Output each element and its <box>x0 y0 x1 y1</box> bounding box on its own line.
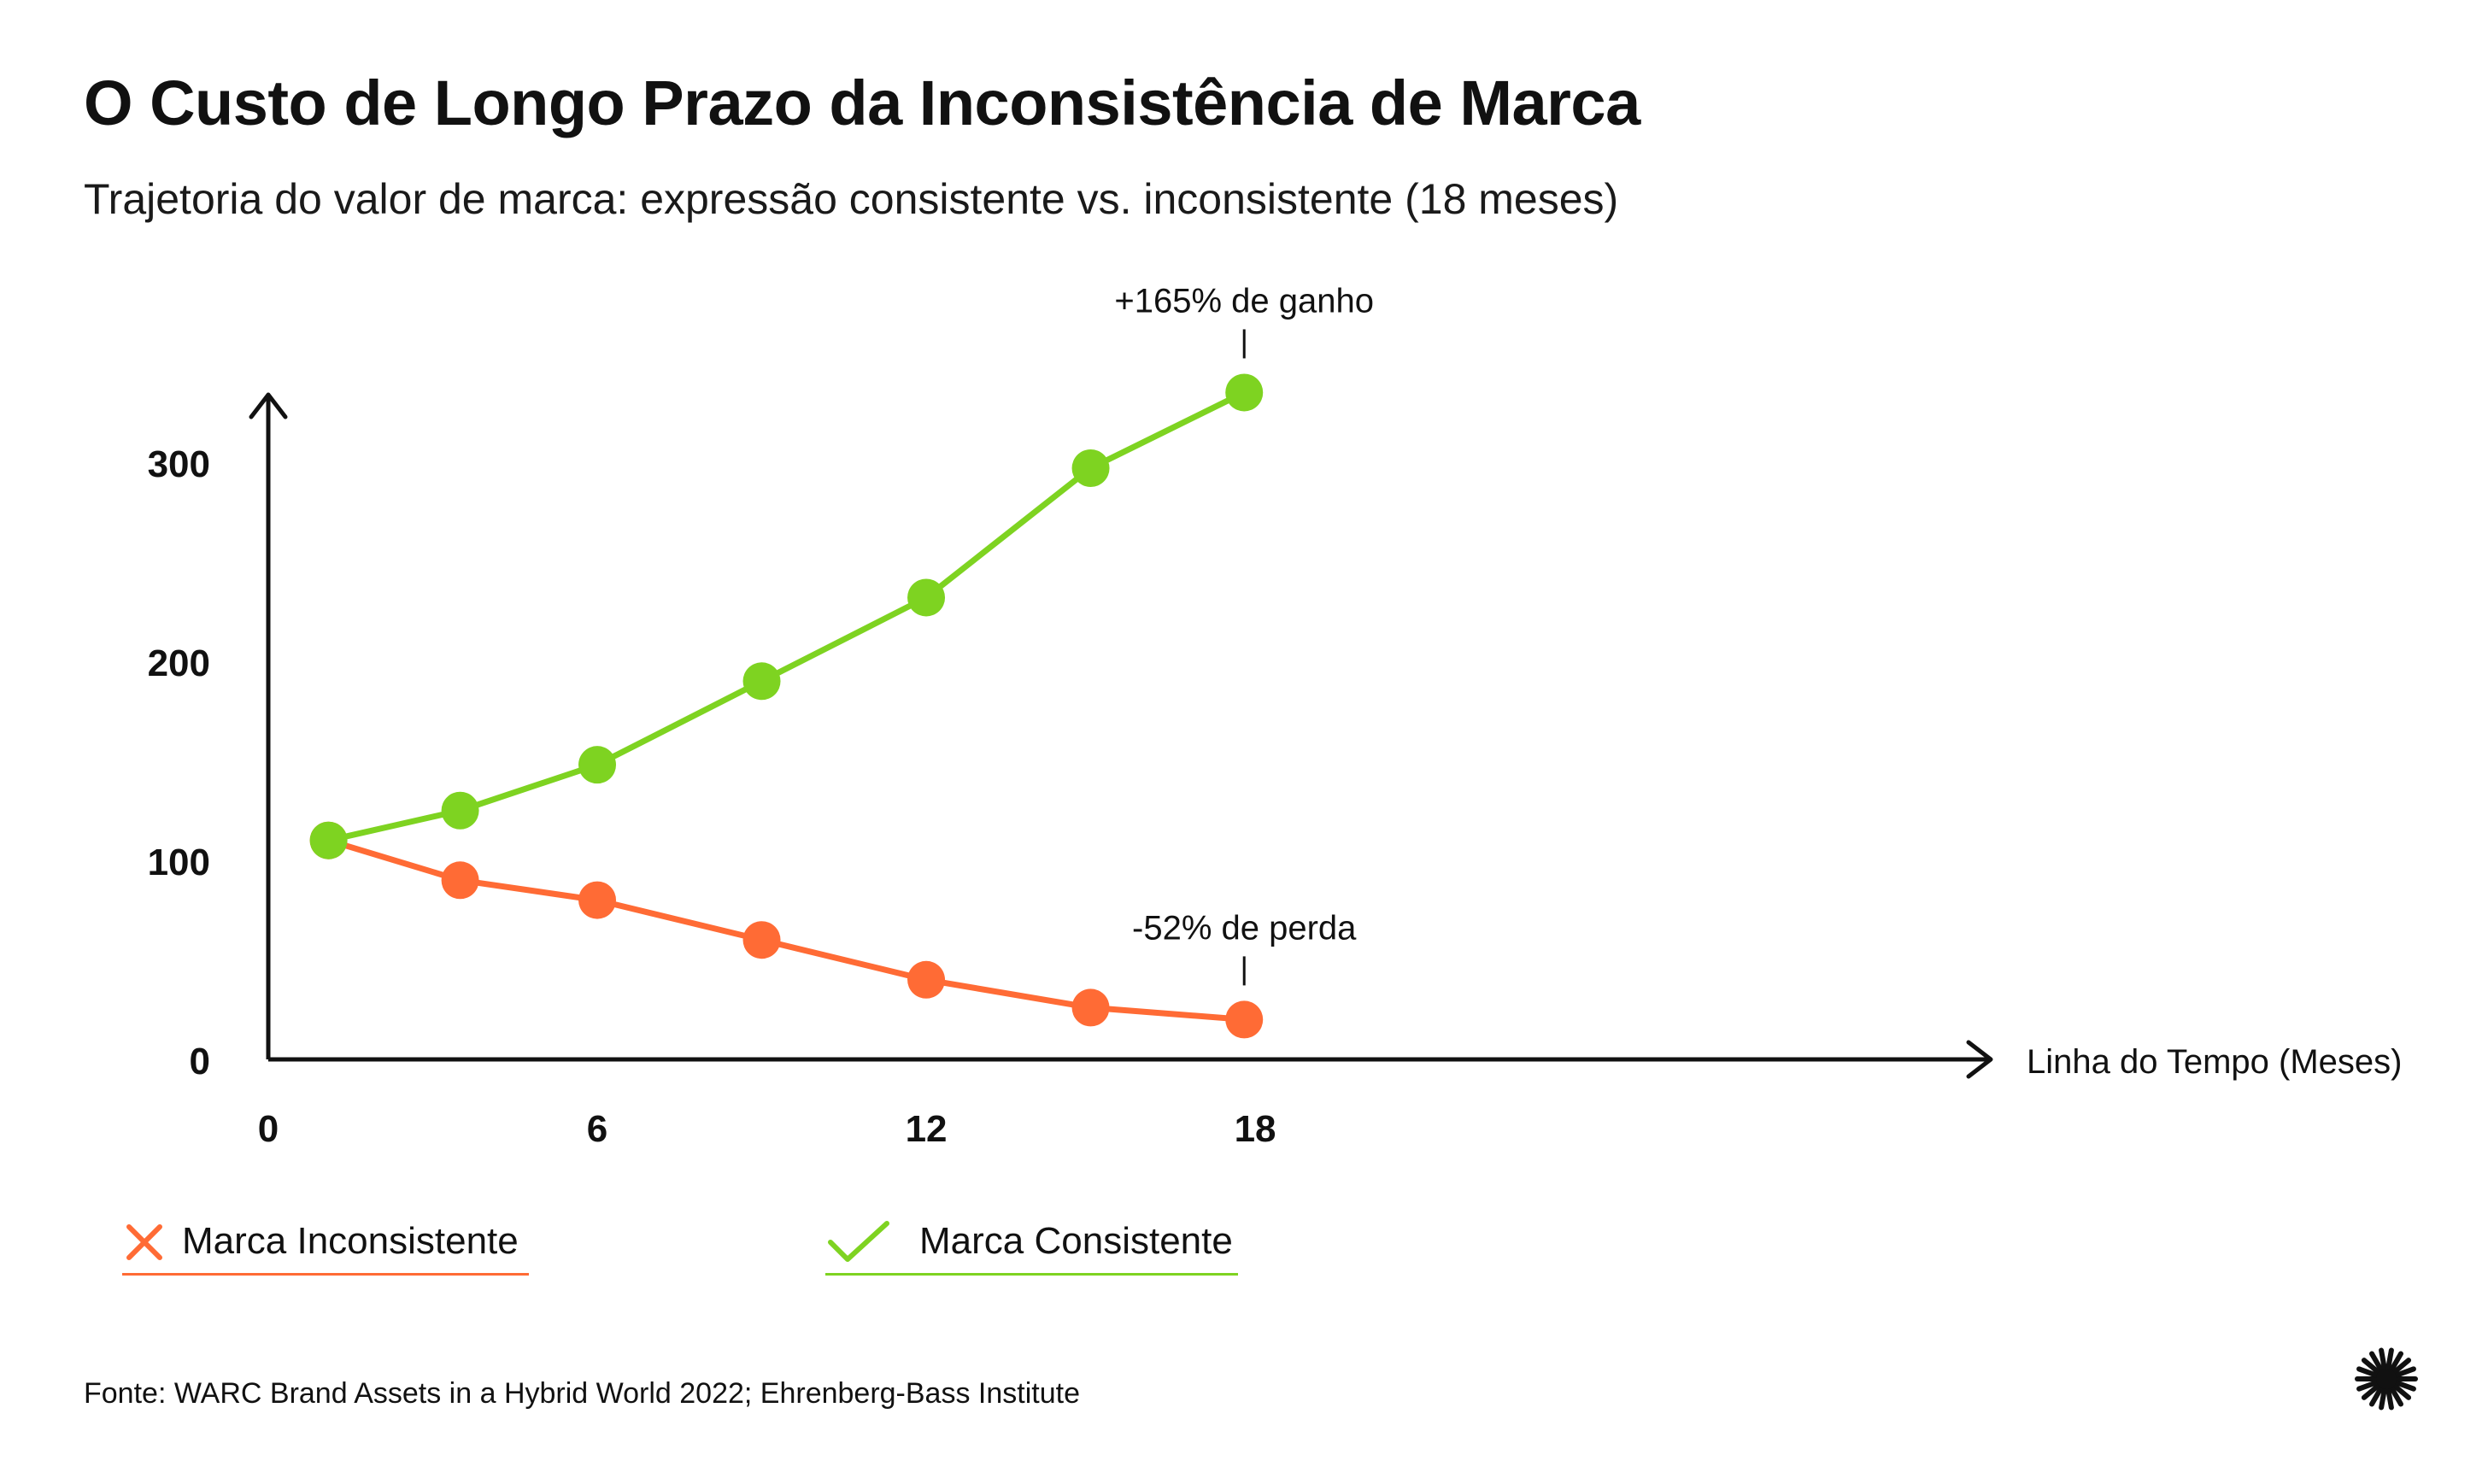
annotation-loss: -52% de perda <box>1132 909 1357 947</box>
legend-underline-consistent <box>825 1273 1238 1276</box>
data-point-consistent <box>742 662 781 701</box>
legend-label-inconsistent: Marca Inconsistente <box>182 1220 519 1262</box>
x-tick-label: 18 <box>1235 1108 1276 1150</box>
tick-labels: 0 100 200 300 0 6 12 18 <box>148 443 1276 1150</box>
data-point-inconsistent <box>441 861 479 900</box>
data-point-consistent <box>1071 449 1110 487</box>
data-point-inconsistent <box>742 921 781 959</box>
data-point-consistent <box>1225 373 1264 412</box>
annotation-gain: +165% de ganho <box>1114 282 1374 320</box>
x-tick-label: 6 <box>587 1108 607 1150</box>
legend-item-inconsistent[interactable]: Marca Inconsistente <box>122 1213 529 1282</box>
check-icon <box>828 1221 889 1262</box>
x-tick-label: 0 <box>258 1108 279 1150</box>
starburst-logo-icon <box>2355 1347 2418 1411</box>
data-point-inconsistent <box>1071 988 1110 1027</box>
data-point-consistent <box>907 578 946 617</box>
data-point-inconsistent <box>578 881 617 919</box>
data-point-consistent <box>309 821 348 859</box>
data-point-inconsistent <box>1225 1000 1264 1039</box>
x-axis-title: Linha do Tempo (Meses) <box>2027 1043 2403 1081</box>
y-tick-label: 100 <box>148 842 210 883</box>
legend-underline-inconsistent <box>122 1273 529 1276</box>
legend-label-consistent: Marca Consistente <box>919 1220 1233 1262</box>
y-tick-label: 300 <box>148 443 210 485</box>
data-point-consistent <box>441 791 479 830</box>
annotations: +165% de ganho -52% de perda <box>1114 282 1374 986</box>
chart-subtitle: Trajetoria do valor de marca: expressão … <box>84 175 1619 223</box>
data-point-consistent <box>578 746 617 784</box>
y-tick-label: 200 <box>148 642 210 684</box>
y-tick-label: 0 <box>190 1041 210 1082</box>
data-point-inconsistent <box>907 960 946 999</box>
x-axis-arrow-icon <box>1966 1040 1993 1079</box>
series-layer <box>309 373 1264 1039</box>
legend-item-consistent[interactable]: Marca Consistente <box>825 1213 1238 1282</box>
close-icon <box>126 1224 162 1260</box>
y-axis-arrow-icon <box>249 392 288 419</box>
chart-title: O Custo de Longo Prazo da Inconsistência… <box>84 67 1640 138</box>
source-note: Fonte: WARC Brand Assets in a Hybrid Wor… <box>84 1377 1080 1410</box>
x-tick-label: 12 <box>906 1108 948 1150</box>
axes: Linha do Tempo (Meses) <box>249 392 2403 1081</box>
